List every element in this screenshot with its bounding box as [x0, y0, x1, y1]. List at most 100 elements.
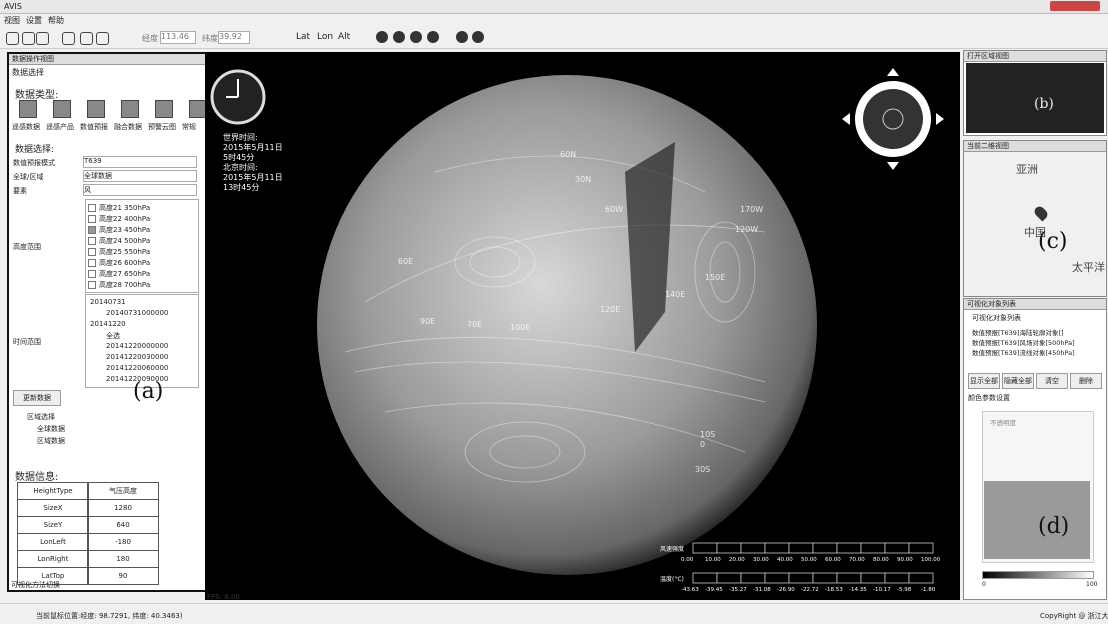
- time-item[interactable]: 20141220090000: [106, 375, 169, 383]
- checkbox[interactable]: [88, 259, 96, 267]
- legend-tick: 70.00: [849, 557, 865, 563]
- mode-button[interactable]: Lon: [317, 32, 334, 42]
- region-radio[interactable]: 区域数据: [37, 437, 65, 445]
- checkbox[interactable]: [88, 226, 96, 234]
- dark-region: [625, 142, 675, 352]
- type-icon[interactable]: [155, 100, 173, 118]
- legend-tick: -35.27: [729, 587, 747, 593]
- copyright: CopyRight @ 浙江大学: [1040, 612, 1108, 620]
- type-icon[interactable]: [87, 100, 105, 118]
- height-item[interactable]: 高度28 700hPa: [88, 280, 150, 290]
- time-item[interactable]: 20141220060000: [106, 364, 169, 372]
- menu-item[interactable]: 帮助: [48, 16, 64, 25]
- height-item[interactable]: 高度23 450hPa: [88, 225, 150, 235]
- panel-tag: (b): [1034, 96, 1054, 112]
- field-input[interactable]: T639: [83, 156, 197, 168]
- tool-icon[interactable]: [6, 32, 19, 45]
- tool-icon[interactable]: [96, 32, 109, 45]
- object-item[interactable]: 数值预报[T639]海陆轮廓对象[]: [972, 329, 1064, 337]
- type-icon[interactable]: [121, 100, 139, 118]
- object-item[interactable]: 数值预报[T639]流线对象[450hPa]: [972, 349, 1075, 357]
- tool-icon[interactable]: [62, 32, 75, 45]
- mode-button[interactable]: Lat: [296, 32, 311, 42]
- time-item[interactable]: 20140731: [90, 298, 126, 306]
- info-value: 180: [87, 550, 159, 568]
- update-button[interactable]: 更新数据: [13, 390, 61, 406]
- map-label: 亚洲: [1016, 163, 1038, 176]
- grid-label: 100E: [510, 323, 530, 332]
- type-icon[interactable]: [189, 100, 206, 118]
- legend-cell: [740, 542, 766, 554]
- list-button[interactable]: 清空: [1036, 373, 1068, 389]
- time-item[interactable]: 全选: [106, 332, 120, 340]
- tool-icon[interactable]: [376, 31, 388, 43]
- tool-icon[interactable]: [80, 32, 93, 45]
- checkbox[interactable]: [88, 215, 96, 223]
- mode-button[interactable]: Alt: [338, 32, 351, 42]
- object-item[interactable]: 数值预报[T639]风场对象[500hPa]: [972, 339, 1075, 347]
- tool-icon[interactable]: [393, 31, 405, 43]
- lat-input[interactable]: 39.92: [218, 31, 250, 44]
- tool-icon[interactable]: [472, 31, 484, 43]
- tool-icon[interactable]: [410, 31, 422, 43]
- grid-label: 90E: [420, 317, 435, 326]
- field-label: 全球/区域: [13, 173, 44, 181]
- checkbox[interactable]: [88, 204, 96, 212]
- legend-tick: -43.63: [681, 587, 699, 593]
- time-item[interactable]: 20141220: [90, 320, 126, 328]
- legend-tick: 50.00: [801, 557, 817, 563]
- legend-cell: [836, 542, 862, 554]
- grid-label: 30S: [695, 465, 710, 474]
- color-label: 颜色参数设置: [968, 394, 1010, 402]
- tool-icon[interactable]: [36, 32, 49, 45]
- legend-tick: 40.00: [777, 557, 793, 563]
- map-area: [964, 152, 1106, 296]
- world-map: [966, 63, 1104, 133]
- list-button[interactable]: 删除: [1070, 373, 1102, 389]
- window-buttons[interactable]: [1050, 1, 1100, 11]
- height-item[interactable]: 高度24 500hPa: [88, 236, 150, 246]
- type-icon[interactable]: [53, 100, 71, 118]
- grid-label: 60E: [398, 257, 413, 266]
- height-item[interactable]: 高度25 550hPa: [88, 247, 150, 257]
- field-input[interactable]: 全球数据: [83, 170, 197, 182]
- height-item[interactable]: 高度26 600hPa: [88, 258, 150, 268]
- legend-cell: [836, 572, 862, 584]
- menu-item[interactable]: 设置: [26, 16, 42, 25]
- checkbox[interactable]: [88, 237, 96, 245]
- lat-label: 纬度: [202, 34, 218, 43]
- time-tree: 20140731 20140731000000 20141220 全选 20141220…: [85, 294, 199, 388]
- height-text: 高度27 650hPa: [99, 270, 151, 278]
- height-item[interactable]: 高度22 400hPa: [88, 214, 150, 224]
- time-item[interactable]: 20140731000000: [106, 309, 169, 317]
- time-item[interactable]: 20141220030000: [106, 353, 169, 361]
- tool-icon[interactable]: [22, 32, 35, 45]
- tool-icon[interactable]: [427, 31, 439, 43]
- color-ramp[interactable]: [982, 571, 1094, 579]
- legend-tick: 10.00: [705, 557, 721, 563]
- height-item[interactable]: 高度27 650hPa: [88, 269, 150, 279]
- lon-label: 经度: [142, 34, 158, 43]
- checkbox[interactable]: [88, 281, 96, 289]
- menu-item[interactable]: 视图: [4, 16, 20, 25]
- globe[interactable]: [317, 75, 817, 575]
- lon-input[interactable]: 113.46: [160, 31, 196, 44]
- type-icon[interactable]: [19, 100, 37, 118]
- field-label: 数值预报模式: [13, 159, 55, 167]
- list-button[interactable]: 隐藏全部: [1002, 373, 1034, 389]
- height-item[interactable]: 高度21 350hPa: [88, 203, 150, 213]
- info-value: 90: [87, 567, 159, 585]
- height-text: 高度23 450hPa: [99, 226, 151, 234]
- grid-label: 170W: [740, 205, 763, 214]
- tool-icon[interactable]: [456, 31, 468, 43]
- time-item[interactable]: 20141220000000: [106, 342, 169, 350]
- checkbox[interactable]: [88, 248, 96, 256]
- compass[interactable]: [863, 89, 923, 149]
- list-button[interactable]: 显示全部: [968, 373, 1000, 389]
- region-radio[interactable]: 全球数据: [37, 425, 65, 433]
- field-input[interactable]: 风: [83, 184, 197, 196]
- legend-cell: [692, 542, 718, 554]
- checkbox[interactable]: [88, 270, 96, 278]
- legend-cell: [812, 572, 838, 584]
